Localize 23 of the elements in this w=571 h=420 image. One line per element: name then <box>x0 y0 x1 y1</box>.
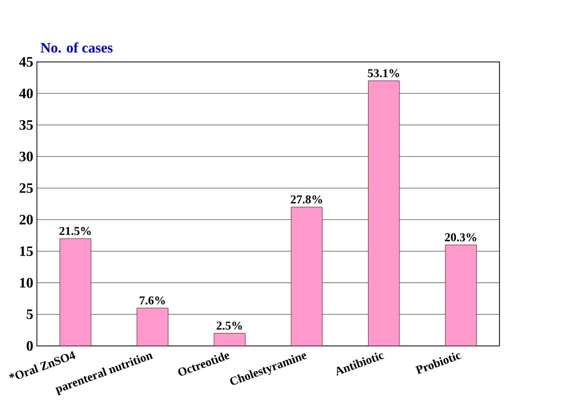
bar <box>214 333 246 346</box>
y-tick-label: 0 <box>26 341 33 351</box>
annotation: 53.1% <box>368 69 400 78</box>
y-axis-title: No. of cases <box>40 42 113 53</box>
y-tick-label: 5 <box>26 310 33 320</box>
y-tick-label: 15 <box>20 246 33 256</box>
annotation: 21.5% <box>59 227 91 236</box>
y-tick-label: 35 <box>20 120 33 130</box>
annotation: 20.3% <box>445 233 476 242</box>
y-tick-label: 25 <box>20 183 33 194</box>
annotation: 7.6% <box>140 296 165 305</box>
bar <box>60 238 92 346</box>
bar <box>445 244 477 346</box>
annotation: 27.8% <box>290 196 322 204</box>
y-tick-label: 40 <box>19 88 33 98</box>
y-tick-label: 45 <box>19 57 33 67</box>
y-tick-label: 30 <box>20 152 33 162</box>
annotation: 2.5% <box>216 322 242 330</box>
y-tick-label: 10 <box>20 278 33 288</box>
y-tick-label: 20 <box>20 215 33 225</box>
bar <box>136 308 168 346</box>
bar <box>290 207 323 346</box>
bar <box>368 80 400 346</box>
